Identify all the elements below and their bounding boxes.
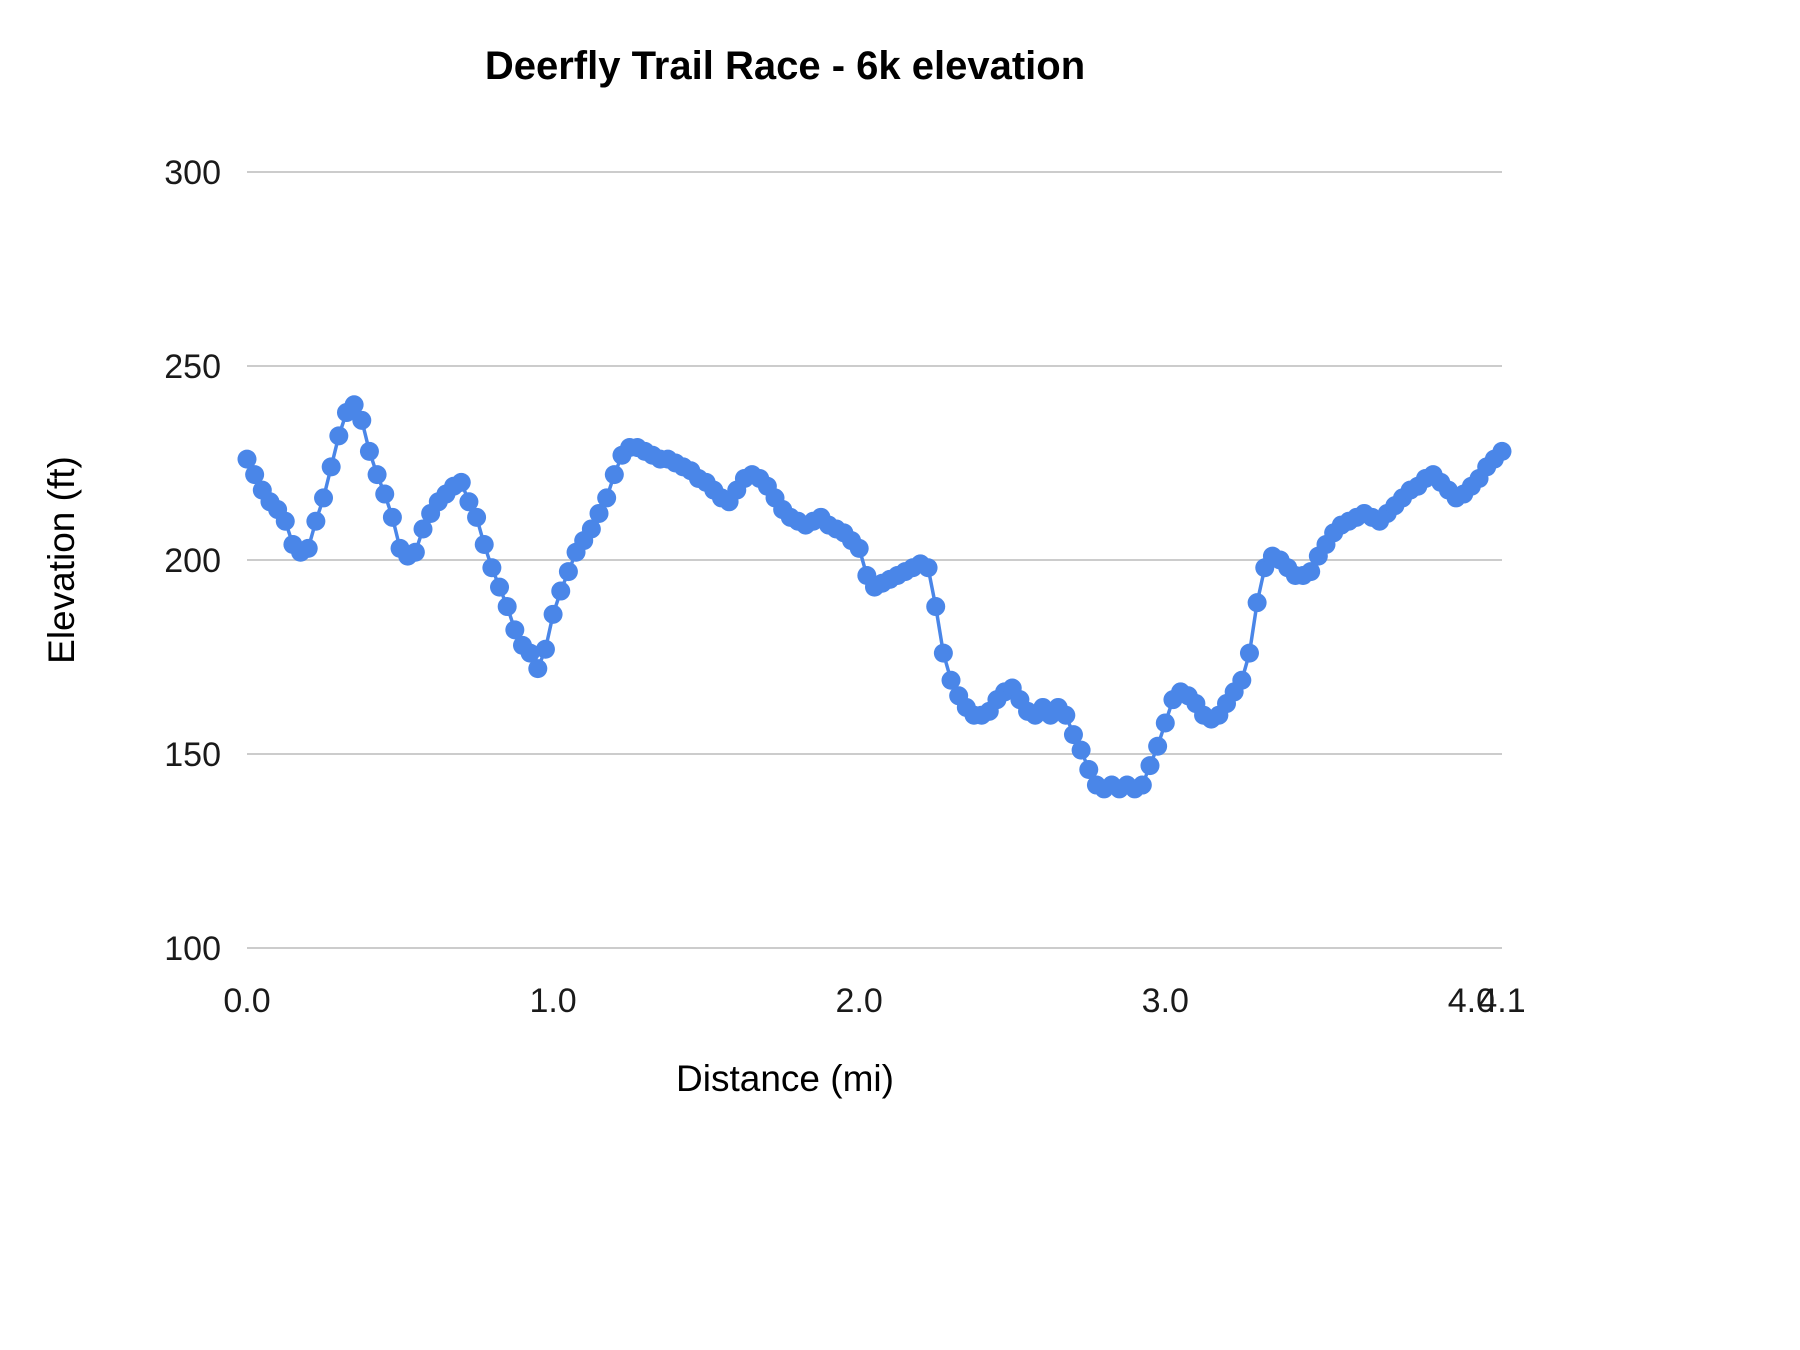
elevation-series-line — [245, 403, 1504, 791]
elevation-series-points — [237, 395, 1512, 799]
svg-text:200: 200 — [164, 542, 221, 580]
svg-text:1.0: 1.0 — [529, 982, 576, 1020]
y-tick-labels: 100 150 200 250 300 — [164, 154, 221, 968]
y-axis-title: Elevation (ft) — [41, 456, 82, 664]
gridlines — [247, 171, 1502, 949]
svg-text:2.0: 2.0 — [836, 982, 883, 1020]
svg-text:4.1: 4.1 — [1478, 982, 1525, 1020]
x-tick-labels: 0.0 1.0 2.0 3.0 4.04.1 — [223, 982, 1525, 1020]
x-axis-title: Distance (mi) — [676, 1058, 894, 1099]
chart-title: Deerfly Trail Race - 6k elevation — [484, 44, 1086, 88]
svg-text:250: 250 — [164, 348, 221, 386]
svg-text:0.0: 0.0 — [223, 982, 270, 1020]
svg-text:100: 100 — [164, 930, 221, 968]
svg-text:150: 150 — [164, 736, 221, 774]
svg-text:4.0: 4.0 — [1448, 982, 1495, 1020]
svg-text:300: 300 — [164, 154, 221, 192]
svg-text:3.0: 3.0 — [1142, 982, 1189, 1020]
